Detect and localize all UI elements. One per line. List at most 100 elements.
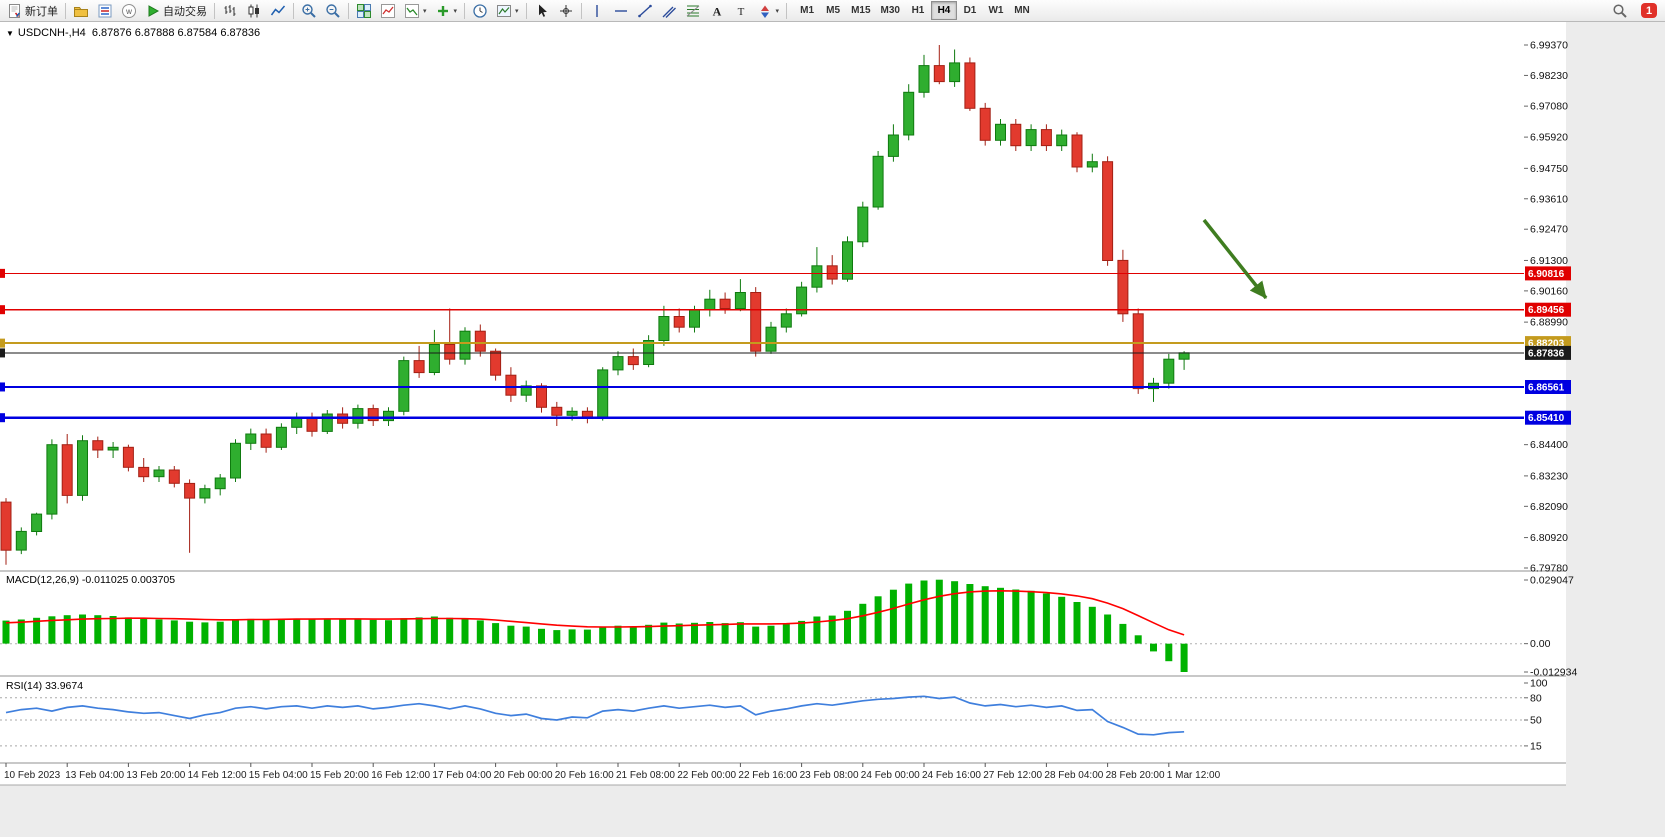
macd-signal-line [5, 589, 1185, 636]
indicators-list-button[interactable]: ▾ [400, 1, 431, 21]
cursor-icon [534, 3, 550, 19]
svg-text:15 Feb 20:00: 15 Feb 20:00 [310, 770, 369, 781]
zoom-out-button[interactable] [321, 1, 345, 21]
vertical-line-button[interactable] [585, 1, 609, 21]
rsi-group [0, 695, 1524, 747]
svg-text:6.89456: 6.89456 [1528, 305, 1565, 316]
svg-text:28 Feb 04:00: 28 Feb 04:00 [1044, 770, 1103, 781]
toolbar-separator [525, 2, 527, 19]
channel-button[interactable] [657, 1, 681, 21]
horizontal-line-button[interactable] [609, 1, 633, 21]
fibonacci-button[interactable] [681, 1, 705, 21]
new-order-button[interactable]: 新订单 [3, 1, 62, 21]
svg-text:6.88203: 6.88203 [1528, 339, 1565, 350]
svg-text:22 Feb 00:00: 22 Feb 00:00 [677, 770, 736, 781]
candlestick-button[interactable] [242, 1, 266, 21]
svg-text:28 Feb 20:00: 28 Feb 20:00 [1106, 770, 1165, 781]
timeframe-W1[interactable]: W1 [983, 1, 1009, 20]
svg-text:6.91300: 6.91300 [1530, 255, 1568, 267]
svg-text:20 Feb 16:00: 20 Feb 16:00 [555, 770, 614, 781]
toolbar: 新订单 w 自动交易 ▾ ▾ ▾ A T ▾ M1 M5 M15 M30 H1 H4 D1 W1 MN 1 [0, 0, 1665, 22]
indicators-button[interactable] [376, 1, 400, 21]
add-indicator-button[interactable]: ▾ [431, 1, 462, 21]
trendline-button[interactable] [633, 1, 657, 21]
timeframe-H4[interactable]: H4 [930, 1, 957, 20]
toolbar-separator [293, 2, 294, 19]
svg-text:24 Feb 16:00: 24 Feb 16:00 [922, 770, 981, 781]
svg-text:10 Feb 2023: 10 Feb 2023 [4, 770, 61, 781]
notification-badge[interactable]: 1 [1641, 3, 1657, 18]
indicators-icon [380, 3, 396, 19]
svg-text:80: 80 [1530, 692, 1542, 704]
market-watch-button[interactable] [93, 1, 117, 21]
bar-chart-button[interactable] [218, 1, 242, 21]
timeframe-MN[interactable]: MN [1009, 1, 1035, 20]
svg-text:6.84400: 6.84400 [1530, 439, 1568, 451]
metaquotes-button[interactable]: w [117, 1, 141, 21]
svg-text:16 Feb 12:00: 16 Feb 12:00 [371, 770, 430, 781]
period-button[interactable] [468, 1, 492, 21]
cursor-button[interactable] [530, 1, 554, 21]
channel-icon [661, 3, 677, 19]
svg-text:20 Feb 00:00: 20 Feb 00:00 [494, 770, 553, 781]
timeframe-M30[interactable]: M30 [876, 1, 905, 20]
profiles-button[interactable] [69, 1, 93, 21]
dropdown-caret-icon: ▾ [515, 7, 519, 15]
svg-text:6.97080: 6.97080 [1530, 101, 1568, 113]
chart-window: 6.99370 6.98230 6.97080 6.95920 6.94750 6.936… [0, 22, 1665, 837]
toolbar-separator [464, 2, 466, 19]
timeframe-H1[interactable]: H1 [905, 1, 931, 20]
arrows-dropdown[interactable]: ▾ [753, 1, 784, 21]
svg-text:0.029047: 0.029047 [1530, 575, 1574, 587]
shapes-icon [757, 3, 773, 19]
clock-icon [472, 3, 488, 19]
chart-canvas[interactable]: 6.99370 6.98230 6.97080 6.95920 6.94750 6.936… [0, 22, 1665, 837]
timeframe-M5[interactable]: M5 [820, 1, 846, 20]
bar-chart-icon [222, 3, 238, 19]
line-chart-button[interactable] [266, 1, 290, 21]
svg-text:6.93610: 6.93610 [1530, 193, 1568, 205]
timeframe-toolbar: M1 M5 M15 M30 H1 H4 D1 W1 MN [794, 0, 1035, 21]
timeframe-D1[interactable]: D1 [957, 1, 983, 20]
svg-text:6.80920: 6.80920 [1530, 532, 1568, 544]
fibo-icon [685, 3, 701, 19]
dropdown-caret-icon: ▾ [775, 7, 780, 15]
zoom-out-icon [325, 3, 341, 19]
svg-text:23 Feb 08:00: 23 Feb 08:00 [800, 770, 859, 781]
svg-text:A: A [712, 4, 721, 18]
svg-text:13 Feb 04:00: 13 Feb 04:00 [65, 770, 124, 781]
toolbar-separator [65, 2, 66, 19]
svg-text:6.88990: 6.88990 [1530, 317, 1568, 329]
dropdown-caret-icon: ▾ [423, 7, 427, 15]
template-button[interactable]: ▾ [492, 1, 523, 21]
market-watch-icon [97, 3, 113, 19]
toolbar-separator [214, 2, 215, 19]
indicators-drop-icon [404, 3, 420, 19]
svg-text:22 Feb 16:00: 22 Feb 16:00 [738, 770, 797, 781]
text-button[interactable]: A [705, 1, 729, 21]
autotrading-button-label: 自动交易 [163, 5, 207, 18]
zoom-in-button[interactable] [297, 1, 321, 21]
line-chart-icon [270, 3, 286, 19]
text-label-button[interactable]: T [729, 1, 753, 21]
search-icon [1612, 3, 1628, 19]
template-icon [496, 3, 512, 19]
tile-windows-icon [356, 3, 372, 19]
autotrading-button[interactable]: 自动交易 [141, 1, 211, 21]
candles-group [0, 45, 1190, 565]
crosshair-button[interactable] [554, 1, 578, 21]
new-order-button-label: 新订单 [25, 5, 58, 18]
svg-text:6.94750: 6.94750 [1530, 163, 1568, 175]
timeframe-M1[interactable]: M1 [794, 1, 820, 20]
svg-text:6.98230: 6.98230 [1530, 70, 1568, 82]
svg-text:-0.012934: -0.012934 [1530, 667, 1577, 679]
dropdown-caret-icon: ▾ [453, 7, 458, 15]
timeframe-M15[interactable]: M15 [846, 1, 875, 20]
tile-windows-button[interactable] [352, 1, 376, 21]
search-button[interactable] [1605, 1, 1635, 21]
toolbar-right: 1 [1605, 0, 1662, 21]
svg-text:6.95920: 6.95920 [1530, 132, 1568, 144]
price-scale: 6.99370 6.98230 6.97080 6.95920 6.94750 6.936… [1524, 40, 1577, 752]
